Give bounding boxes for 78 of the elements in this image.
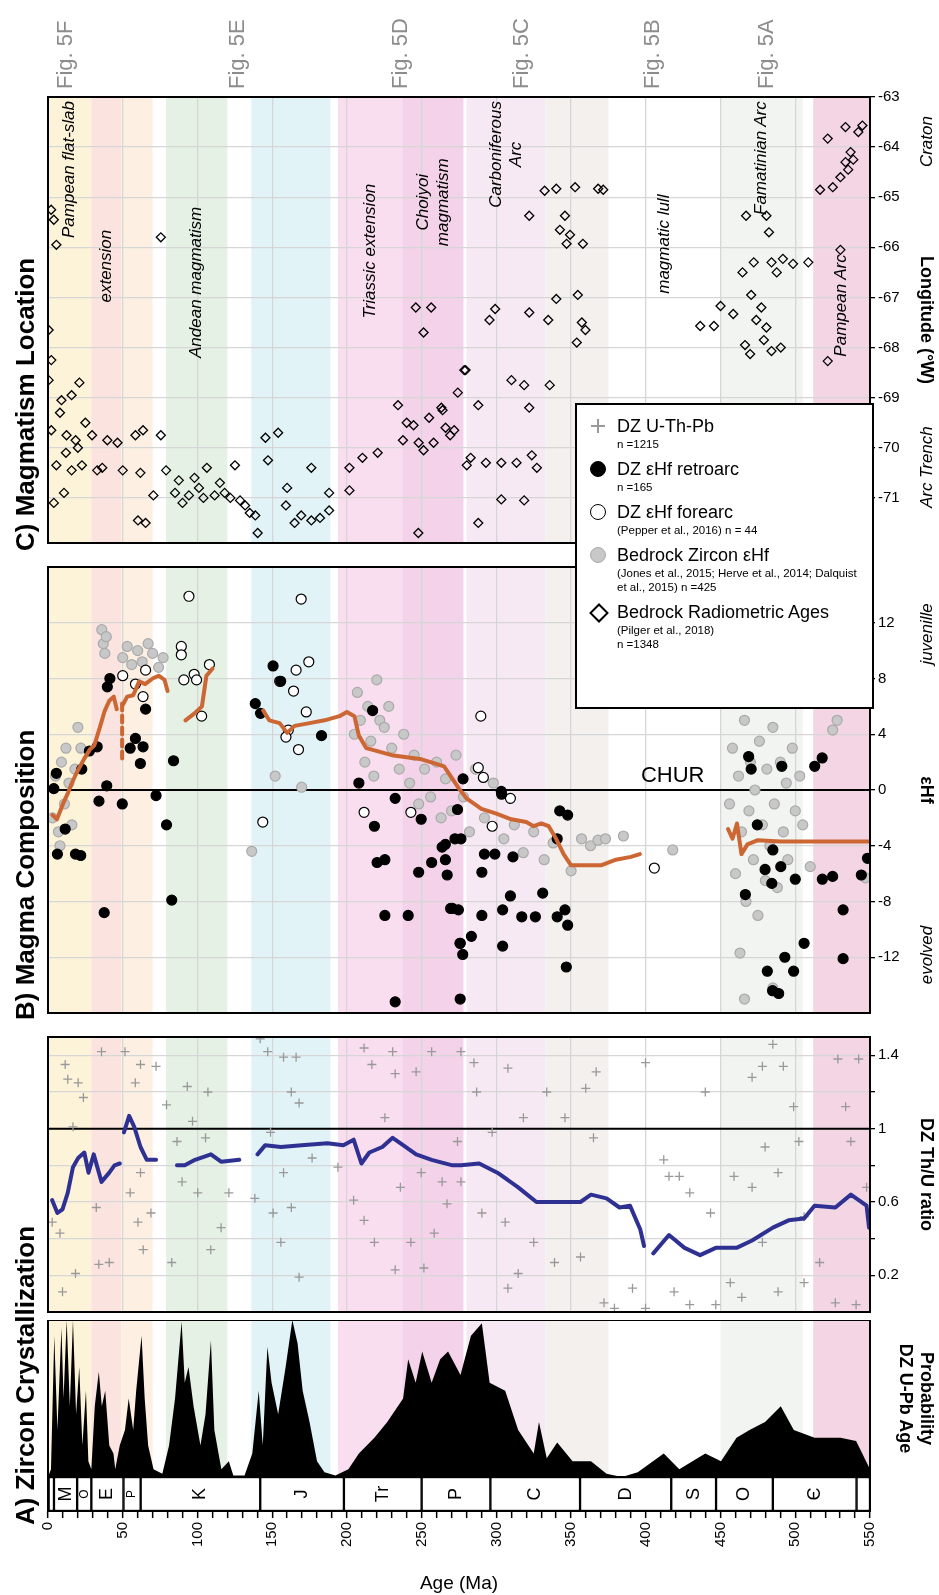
y-tick-label: -71	[878, 488, 900, 506]
x-tick-label: 200	[337, 1522, 355, 1548]
y-tick-label: -67	[878, 287, 900, 305]
series-label: J	[291, 1489, 312, 1499]
series-label: E	[96, 1487, 117, 1501]
y-tick-label: -69	[878, 387, 900, 405]
y-tick-label: 4	[878, 724, 887, 742]
band-label: Pampean flat-slab	[59, 100, 79, 239]
legend-label: DZ εHf forearc (Pepper et al., 2016) n = 44	[617, 501, 758, 537]
x-tick-label: 550	[860, 1522, 878, 1548]
text: A) Zircon Crystallization	[9, 1224, 41, 1525]
text: evolved	[916, 925, 936, 985]
y-tick-label: -66	[878, 237, 900, 255]
y-tick-label: -63	[878, 87, 900, 105]
y-tick-label: 8	[878, 668, 887, 686]
y-tick-label: -65	[878, 187, 900, 205]
text: B) Magma Composition	[9, 728, 41, 1020]
caption: Fig. 5D	[386, 18, 412, 89]
y-tick-label: -64	[878, 137, 900, 155]
series-label: P	[124, 1489, 139, 1499]
y-tick-label: -70	[878, 437, 900, 455]
y-tick-label: 1.4	[878, 1045, 899, 1063]
band-label: Choiyoi magmatism	[412, 158, 452, 247]
band-label: Famatinian Arc	[751, 100, 771, 215]
x-tick-label: 150	[262, 1522, 280, 1548]
caption: Fig. 5A	[753, 18, 779, 89]
y-tick-label: -8	[878, 891, 892, 909]
y-tick-label: 0.2	[878, 1265, 899, 1283]
caption: Fig. 5B	[639, 19, 665, 89]
x-tick-label: 100	[187, 1522, 205, 1548]
y-tick-label: 12	[878, 612, 895, 630]
legend-label: Bedrock Radiometric Ages (Pilger et al., 2018) n =1348	[617, 601, 830, 651]
x-tick-label: 400	[635, 1522, 653, 1548]
y-axis-title: εHf	[917, 776, 938, 805]
series-label: O	[733, 1486, 754, 1502]
series-label: K	[189, 1487, 210, 1501]
x-tick-label: 0	[38, 1522, 56, 1531]
y-tick-label: 1	[878, 1118, 887, 1136]
band-label: Pampean Arc	[831, 253, 851, 357]
y-tick-label: -12	[878, 947, 900, 965]
x-tick-label: 450	[710, 1522, 728, 1548]
series-label: O	[76, 1489, 91, 1499]
text: juvenille	[916, 603, 936, 667]
series-label: P	[444, 1487, 465, 1501]
x-tick-label: 300	[486, 1522, 504, 1548]
caption: Fig. 5E	[223, 19, 249, 89]
x-tick-label: 250	[411, 1522, 429, 1548]
y-tick-label: -68	[878, 337, 900, 355]
text: Craton	[916, 116, 936, 168]
y-tick-label: 0	[878, 780, 887, 798]
annotation: magmatic lull	[654, 193, 674, 294]
ref-line-label: CHUR	[640, 762, 705, 788]
y-tick-label: 0.6	[878, 1192, 899, 1210]
x-tick-label: 350	[561, 1522, 579, 1548]
x-axis-title: Age (Ma)	[419, 1571, 499, 1593]
text: Arc Trench	[916, 426, 936, 510]
y-axis-title: DZ Th/U ratio	[917, 1118, 938, 1231]
series-label: C	[524, 1487, 545, 1501]
series-label: Є	[803, 1487, 824, 1501]
band-label: Carboniferous Arc	[485, 100, 525, 208]
series-label: S	[682, 1487, 703, 1501]
series-label: Tr	[371, 1485, 392, 1503]
x-tick-label: 50	[112, 1522, 130, 1539]
legend-label: Bedrock Zircon εHf (Jones et al., 2015; Herve et al., 2014; Dalquist et al., 2015) n =425	[617, 544, 858, 594]
band-label: extension	[96, 229, 116, 303]
caption: Fig. 5F	[52, 20, 78, 89]
y-tick-label: -4	[878, 835, 892, 853]
text: C) Magmatism Location	[9, 256, 41, 551]
band-label: Andean magmatism	[186, 206, 206, 360]
series-label: M	[54, 1486, 75, 1502]
y-axis-title: Longitude (°W)	[917, 255, 938, 385]
band-label: Triassic extension	[359, 183, 379, 319]
caption: Fig. 5C	[507, 17, 533, 89]
x-tick-label: 500	[785, 1522, 803, 1548]
series-label: D	[614, 1487, 635, 1501]
legend-label: DZ εHf retroarc n =165	[617, 458, 740, 494]
y-axis-title: Probability DZ U-Pb Age	[895, 1343, 938, 1454]
legend-label: DZ U-Th-Pb n =1215	[617, 415, 715, 451]
